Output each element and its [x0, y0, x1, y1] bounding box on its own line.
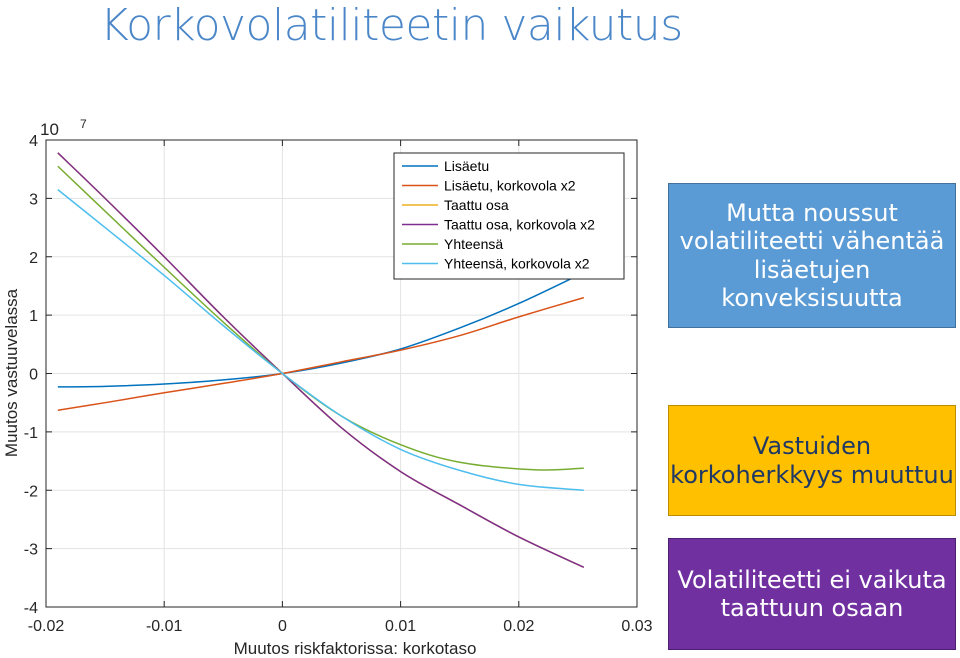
x-tick-label-5: 0.03: [621, 618, 652, 635]
y-tick-label-4: 0: [29, 367, 38, 384]
series-line-0: [57, 274, 579, 388]
legend-label-1: Lisäetu, korkovola x2: [444, 178, 576, 194]
series-line-5: [57, 189, 584, 491]
callout-volatility-convexity: Mutta noussut volatiliteetti vähentää li…: [668, 183, 956, 328]
callout-rate-sensitivity-text: Vastuiden korkoherkkyys muuttuu: [670, 432, 954, 489]
legend-label-4: Yhteensä: [444, 236, 503, 252]
slide-title: Korkovolatiliteetin vaikutus: [100, 0, 683, 51]
y-tick-label-3: 1: [29, 308, 38, 325]
x-tick-label-4: 0.02: [503, 618, 534, 635]
series-line-1: [57, 296, 585, 412]
legend-label-3: Taattu osa, korkovola x2: [444, 217, 595, 233]
x-axis-label: Muutos riskfaktorissa: korkotaso: [234, 639, 477, 658]
series-line-3: [57, 152, 585, 568]
legend-label-0: Lisäetu: [444, 158, 489, 174]
y-axis-label: Muutos vastuuvelassa: [2, 288, 21, 457]
x-tick-label-0: -0.02: [28, 618, 65, 635]
y-tick-label-5: -1: [24, 425, 38, 442]
y-tick-label-6: -2: [24, 483, 38, 500]
callout-guaranteed-part: Volatiliteetti ei vaikuta taattuun osaan: [668, 538, 956, 650]
y-multiplier-base-text: 10: [40, 120, 59, 139]
callout-volatility-convexity-text: Mutta noussut volatiliteetti vähentää li…: [679, 198, 945, 312]
legend-label-5: Yhteensä, korkovola x2: [444, 256, 590, 272]
y-tick-label-0: 4: [29, 133, 38, 150]
legend-box: [393, 152, 625, 280]
y-tick-label-2: 2: [29, 250, 38, 267]
legend-label-2: Taattu osa: [444, 197, 509, 213]
series-layer: [57, 152, 585, 568]
tick-labels: -0.02 -0.01 0 0.01 0.02 0.03 4 3 2 1 0 -1 -2 -3 -4: [24, 133, 653, 635]
callout-rate-sensitivity: Vastuiden korkoherkkyys muuttuu: [668, 405, 956, 516]
legend: Lisäetu Lisäetu, korkovola x2 Taattu osa Ta…: [393, 152, 625, 280]
x-tick-label-3: 0.01: [385, 618, 416, 635]
x-tick-label-2: 0: [278, 618, 287, 635]
callout-guaranteed-part-text: Volatiliteetti ei vaikuta taattuun osaan: [677, 565, 947, 622]
axes: [45, 139, 638, 608]
y-tick-label-8: -4: [24, 600, 38, 617]
y-multiplier-exp: 7: [80, 117, 87, 131]
x-tick-label-1: -0.01: [146, 618, 183, 635]
y-tick-label-7: -3: [24, 542, 38, 559]
y-multiplier-base: 10: [40, 120, 59, 139]
y-tick-label-1: 3: [29, 191, 38, 208]
